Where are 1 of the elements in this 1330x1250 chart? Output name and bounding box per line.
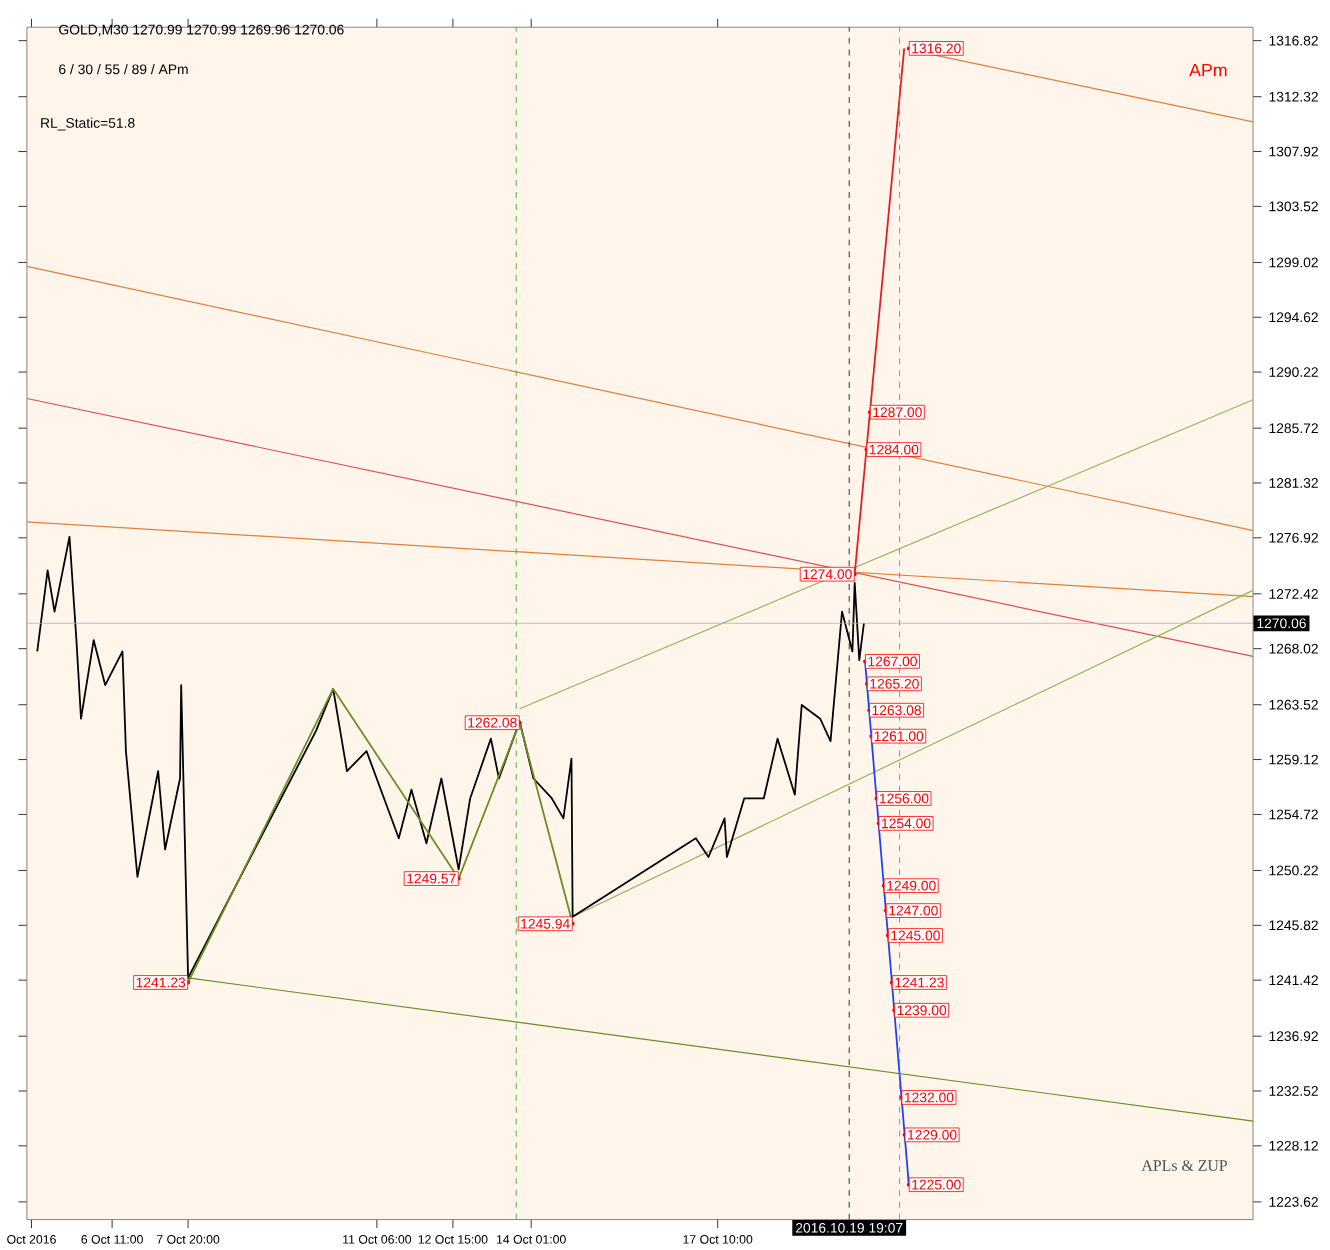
- annotation: APm: [1189, 63, 1227, 77]
